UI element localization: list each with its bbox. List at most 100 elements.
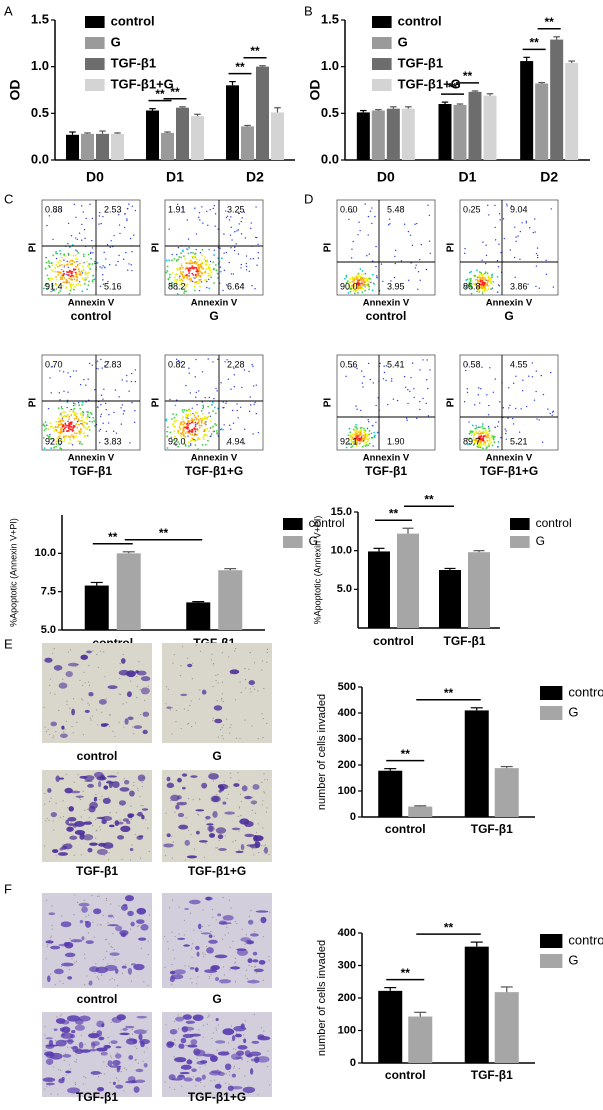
event-dot [489,443,491,445]
invaded-cell [75,1025,85,1031]
event-dot [107,244,108,245]
invaded-cell [103,798,111,804]
membrane-pore [130,859,131,860]
invaded-cell [84,780,93,782]
event-dot [190,410,192,412]
event-dot [199,290,200,291]
event-dot [375,422,376,423]
y-tick-label: 15.0 [331,506,352,518]
event-dot [81,224,82,225]
event-dot [199,219,200,220]
event-dot [468,421,469,422]
y-tick-label: 200 [338,992,356,1004]
membrane-pore [171,932,172,933]
micrograph-label: G [212,749,221,763]
invaded-cell [137,908,147,915]
event-dot [199,259,201,261]
membrane-pore [190,834,191,835]
invaded-cell [178,1043,184,1048]
event-dot [223,424,224,425]
event-dot [187,435,188,436]
event-dot [395,250,396,251]
event-dot [118,255,119,256]
membrane-pore [89,817,90,818]
invaded-cell [68,817,77,822]
invaded-cell [172,1078,183,1080]
event-dot [195,430,197,432]
event-dot [210,276,212,278]
invaded-cell [247,1054,253,1057]
event-dot [59,399,60,400]
event-dot [178,430,180,432]
invaded-cell [208,940,218,944]
error-bar [538,83,545,84]
event-dot [45,421,47,423]
membrane-pore [214,1080,215,1081]
event-dot [553,286,554,287]
membrane-pore [52,925,53,926]
event-dot [179,428,181,430]
event-dot [176,267,178,269]
event-dot [180,433,182,435]
membrane-pore [240,794,241,795]
event-dot [186,426,188,428]
event-dot [361,288,363,290]
event-dot [89,421,91,423]
invaded-cell [190,967,195,970]
event-dot [234,374,235,375]
invaded-cell [71,1030,75,1033]
membrane-pore [231,907,232,908]
event-dot [55,279,57,281]
event-dot [74,408,76,410]
event-dot [89,204,90,205]
event-dot [488,414,489,415]
membrane-pore [58,1069,59,1070]
event-dot [374,435,376,437]
event-dot [69,439,71,441]
event-dot [362,435,364,437]
event-dot [199,425,201,427]
invaded-cell [133,964,144,970]
membrane-pore [98,979,99,980]
event-dot [192,434,194,436]
membrane-pore [82,685,83,686]
event-dot [364,281,366,283]
invaded-cell [99,699,107,705]
event-dot [479,274,481,276]
membrane-pore [50,937,51,938]
event-dot [212,410,214,412]
invaded-cell [107,780,112,782]
event-dot [83,253,85,255]
legend-swatch [85,37,105,49]
event-dot [81,205,82,206]
legend-swatch [540,954,562,968]
membrane-pore [263,936,264,937]
event-dot [467,278,469,280]
event-dot [539,288,540,289]
membrane-pore [108,922,109,923]
membrane-pore [234,1066,235,1067]
invaded-cell [61,1027,70,1034]
event-dot [79,443,81,445]
membrane-pore [262,804,263,805]
membrane-pore [133,785,134,786]
event-dot [64,265,66,267]
event-dot [252,433,253,434]
event-dot [195,276,197,278]
membrane-pore [247,978,248,979]
event-dot [491,275,493,277]
bar [256,67,269,160]
event-dot [492,281,494,283]
membrane-pore [138,790,139,791]
event-dot [92,281,94,283]
event-dot [50,277,52,279]
membrane-pore [222,897,223,898]
event-dot [250,258,251,259]
event-dot [202,222,203,223]
significance-label: ** [159,526,169,540]
event-dot [105,258,106,259]
event-dot [193,277,195,279]
quadrant-value: 5.48 [387,204,405,214]
event-dot [374,216,375,217]
invaded-cell [242,785,248,791]
